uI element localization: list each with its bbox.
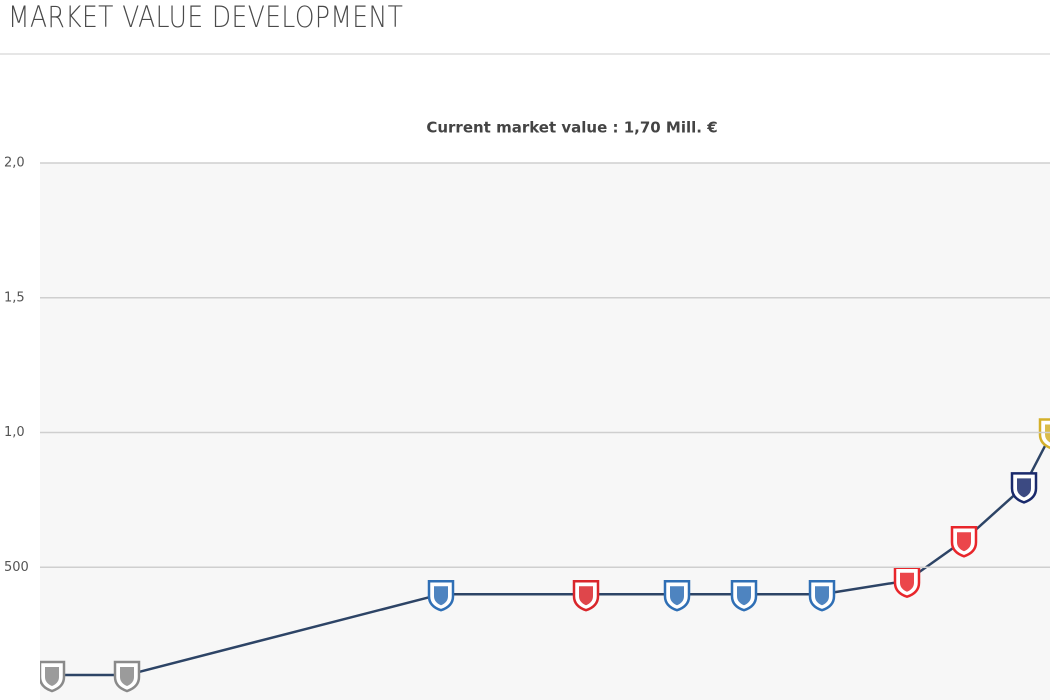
y-tick-label: 1,0 <box>4 425 25 440</box>
y-tick-label: 2,0 <box>4 156 25 171</box>
marker-inner <box>45 667 59 687</box>
club-marker <box>1038 418 1050 450</box>
y-tick-label: 500 <box>4 560 29 575</box>
marker-inner <box>434 586 448 606</box>
page-header: MARKET VALUE DEVELOPMENT <box>8 0 404 34</box>
club-marker <box>808 579 836 612</box>
marker-inner <box>1017 478 1031 498</box>
plot <box>40 418 1050 693</box>
club-marker <box>427 579 455 612</box>
marker-inner <box>670 586 684 606</box>
marker-inner <box>900 572 914 592</box>
club-marker <box>950 526 978 558</box>
header-rule <box>0 53 1050 55</box>
club-marker <box>1010 472 1038 504</box>
club-marker <box>40 660 66 693</box>
club-marker <box>663 579 691 612</box>
marker-inner <box>815 586 829 606</box>
marker-inner <box>957 532 971 552</box>
marker-inner <box>737 586 751 606</box>
club-marker <box>730 579 758 612</box>
marker-inner <box>120 667 134 687</box>
plot-area <box>40 163 1050 700</box>
club-marker <box>113 660 141 693</box>
marker-inner <box>579 586 593 606</box>
club-marker <box>893 566 921 599</box>
chart-title: Current market value : 1,70 Mill. € <box>426 119 717 137</box>
y-tick-label: 1,5 <box>4 290 25 305</box>
marker-inner <box>1045 424 1050 443</box>
club-marker <box>572 579 600 612</box>
